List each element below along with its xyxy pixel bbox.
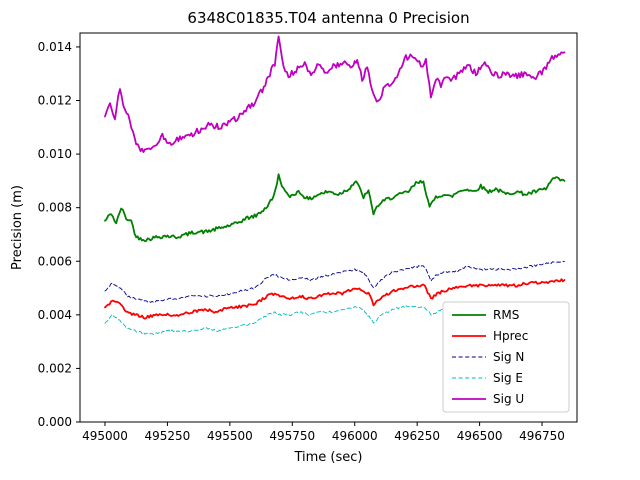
y-axis-label-text: Precision (m) [9,184,25,270]
y-tick-label: 0.008 [38,201,72,215]
axes-frame [79,32,578,423]
x-tick-label: 496750 [519,429,565,443]
series-line-sig-u [104,35,566,154]
y-tick-label: 0.002 [38,361,72,375]
y-tick-label: 0.006 [38,254,72,268]
y-tick-label: 0.000 [38,415,72,429]
y-tick-label: 0.004 [38,308,72,322]
x-tick-label: 495500 [207,429,253,443]
series-group [104,35,566,335]
x-tick-label: 495000 [82,429,128,443]
chart-title: 6348C01835.T04 antenna 0 Precision [187,9,470,27]
y-tick-label: 0.014 [38,40,72,54]
x-tick-label: 496500 [457,429,503,443]
x-tick-label: 496000 [332,429,378,443]
x-tick-label: 496250 [394,429,440,443]
legend [442,301,570,413]
x-axis-label: Time (sec) [294,450,363,465]
legend-label: RMS [493,308,519,322]
legend-label: Sig N [493,350,524,364]
legend-label: Hprec [493,329,528,343]
series-line-hprec [104,278,566,320]
legend-label: Sig E [493,371,523,385]
series-line-rms [104,173,566,243]
series-line-sig-n [104,260,565,303]
x-tick-label: 495750 [269,429,315,443]
y-tick-label: 0.012 [38,94,72,108]
x-tick-label: 495250 [145,429,191,443]
y-tick-label: 0.010 [38,147,72,161]
legend-label: Sig U [493,392,524,406]
